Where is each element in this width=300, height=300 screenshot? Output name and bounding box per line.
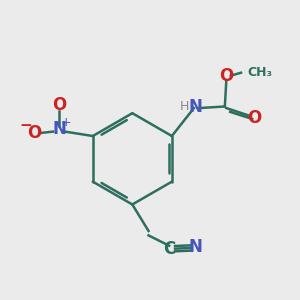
Text: O: O xyxy=(247,109,261,127)
Text: H: H xyxy=(180,100,189,113)
Text: N: N xyxy=(189,238,202,256)
Text: +: + xyxy=(61,116,72,129)
Text: N: N xyxy=(188,98,203,116)
Text: O: O xyxy=(219,67,233,85)
Text: C: C xyxy=(163,240,175,258)
Text: −: − xyxy=(19,118,32,133)
Text: O: O xyxy=(27,124,41,142)
Text: CH₃: CH₃ xyxy=(248,66,273,79)
Text: O: O xyxy=(52,96,66,114)
Text: N: N xyxy=(52,120,66,138)
